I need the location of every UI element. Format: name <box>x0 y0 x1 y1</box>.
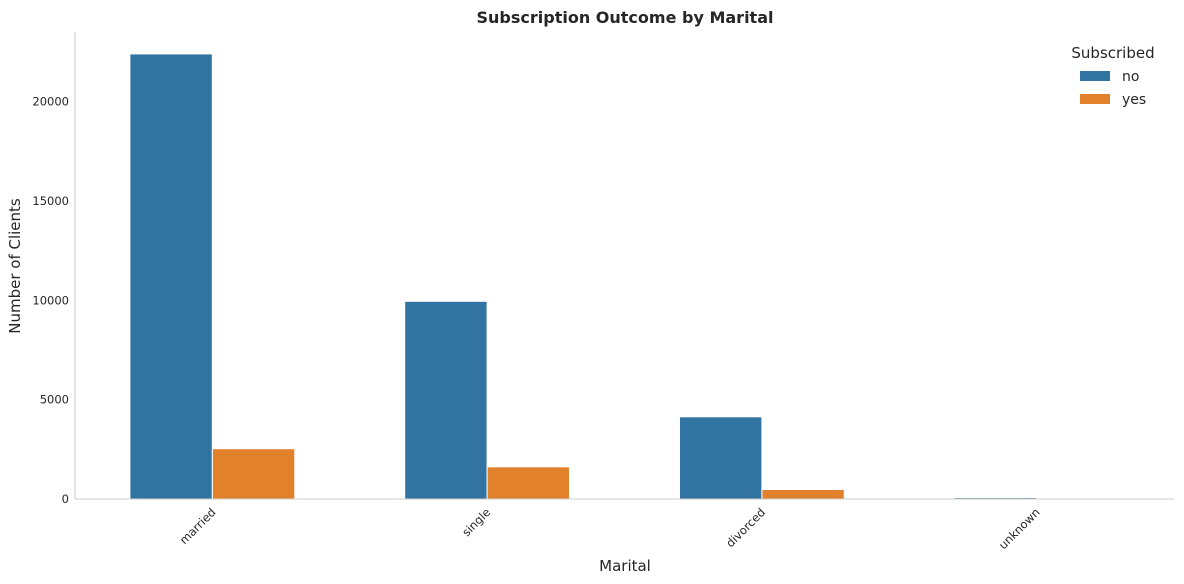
y-tick-label: 10000 <box>32 293 69 307</box>
bar-yes-married <box>211 448 296 500</box>
legend-label-no: no <box>1122 69 1139 85</box>
y-tick-label: 0 <box>62 492 69 506</box>
bar-no-divorced <box>679 416 763 500</box>
y-tick-label: 20000 <box>32 95 69 109</box>
legend: Subscribed no yes <box>1071 44 1154 108</box>
legend-swatch-no <box>1080 71 1110 81</box>
x-tick-group: married single divorced unknown <box>177 505 1043 552</box>
y-tick-label: 15000 <box>32 194 69 208</box>
legend-swatch-yes <box>1080 94 1110 104</box>
bar-no-single <box>404 300 488 500</box>
y-tick-group: 0 5000 10000 15000 20000 <box>32 95 69 506</box>
y-tick-label: 5000 <box>40 393 69 407</box>
x-tick-label-married: married <box>177 505 219 547</box>
x-tick-label-single: single <box>459 505 493 539</box>
y-axis-label: Number of Clients <box>6 198 24 334</box>
chart-title: Subscription Outcome by Marital <box>477 8 774 27</box>
bar-yes-single <box>486 466 571 500</box>
bar-yes-divorced <box>761 489 845 500</box>
bar-no-married <box>129 53 213 500</box>
x-tick-label-divorced: divorced <box>723 505 768 550</box>
legend-title: Subscribed <box>1071 44 1154 62</box>
plot-area <box>129 53 1120 500</box>
x-tick-label-unknown: unknown <box>996 505 1043 552</box>
x-axis-label: Marital <box>599 557 651 575</box>
legend-label-yes: yes <box>1122 92 1146 108</box>
